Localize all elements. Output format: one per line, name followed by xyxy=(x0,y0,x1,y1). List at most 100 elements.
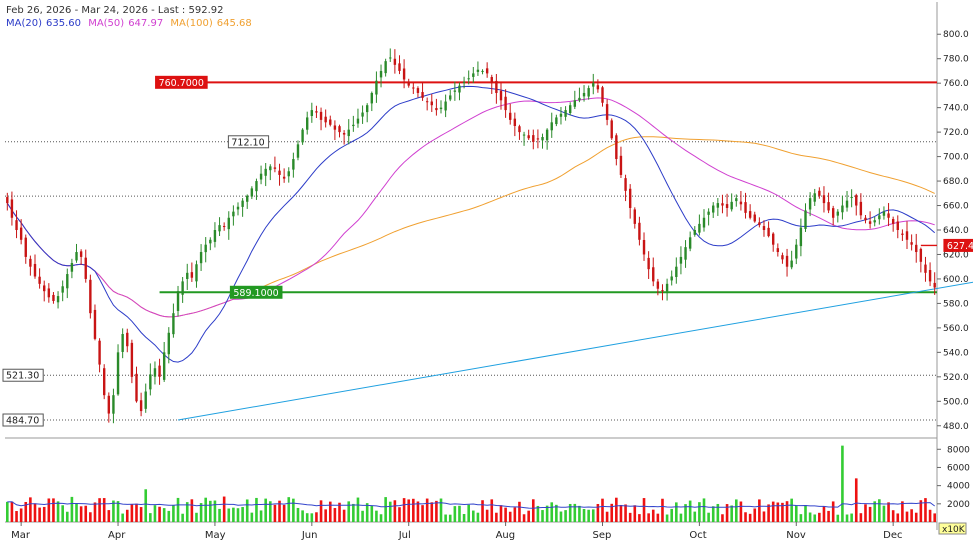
volume-bar xyxy=(624,504,627,522)
candle-body xyxy=(785,255,789,267)
candle-body xyxy=(850,196,853,198)
volume-bar xyxy=(670,508,674,522)
candle-body xyxy=(425,101,429,103)
candle-body xyxy=(864,217,867,221)
ma20-value: 635.60 xyxy=(46,18,81,29)
candle-body xyxy=(398,63,401,71)
candle-body xyxy=(167,332,170,355)
candle-body xyxy=(89,279,92,314)
candle-body xyxy=(416,88,420,93)
candle-body xyxy=(453,90,457,92)
volume-bar xyxy=(195,512,198,522)
volume-bar xyxy=(10,501,14,522)
x-tick-label: May xyxy=(205,530,226,541)
resistance-label-text: 760.7000 xyxy=(159,78,204,89)
candle-body xyxy=(329,119,332,125)
candle-body xyxy=(29,258,32,267)
volume-bar xyxy=(38,507,41,522)
candle-body xyxy=(370,92,374,104)
volume-bar xyxy=(370,505,374,522)
candle-body xyxy=(933,282,936,288)
volume-bar xyxy=(292,498,295,522)
candle-body xyxy=(504,96,507,111)
candle-body xyxy=(735,198,738,202)
candle-body xyxy=(831,208,835,218)
volume-bar xyxy=(112,500,115,522)
volume-bar xyxy=(107,510,111,522)
volume-bar xyxy=(744,512,747,522)
volume-bar xyxy=(619,504,623,522)
volume-bar xyxy=(139,507,143,522)
candle-body xyxy=(306,117,309,130)
volume-bar xyxy=(24,501,28,522)
volume-bar xyxy=(98,498,101,522)
candle-body xyxy=(928,270,932,282)
candle-body xyxy=(901,233,904,235)
candle-body xyxy=(75,252,78,261)
volume-bar xyxy=(642,498,646,522)
volume-bar xyxy=(578,505,581,522)
candle-body xyxy=(186,272,189,279)
ma50-label: MA(50) xyxy=(88,18,125,29)
volume-bar xyxy=(259,510,263,522)
candle-body xyxy=(868,221,872,224)
candle-body xyxy=(112,395,115,414)
volume-bar xyxy=(430,502,434,522)
volume-bar xyxy=(153,505,157,522)
volume-bar xyxy=(365,503,369,522)
volume-bar xyxy=(508,511,512,522)
y-tick-label: 780.0 xyxy=(943,55,969,65)
volume-bar xyxy=(628,512,632,522)
candle-body xyxy=(896,221,899,230)
volume-bar xyxy=(753,508,757,522)
candle-body xyxy=(541,137,544,141)
volume-bar xyxy=(767,504,770,522)
volume-bar xyxy=(144,489,148,522)
candle-body xyxy=(725,204,729,208)
volume-bar xyxy=(527,510,530,522)
volume-bar xyxy=(633,505,637,522)
candle-body xyxy=(859,201,863,216)
candle-body xyxy=(910,242,913,245)
volume-bar xyxy=(199,503,203,522)
volume-bar xyxy=(711,506,715,522)
volume-bar xyxy=(439,498,443,522)
candle-body xyxy=(121,334,124,352)
volume-bar xyxy=(675,502,678,522)
candle-body xyxy=(333,125,337,130)
candle-body xyxy=(241,200,244,207)
candle-body xyxy=(15,220,18,230)
candle-body xyxy=(389,57,392,59)
x-tick-label: Dec xyxy=(883,530,902,541)
volume-bar xyxy=(278,500,281,522)
x-tick-label: Mar xyxy=(11,530,31,541)
candle-body xyxy=(873,220,876,223)
ma-legend: MA(20) 635.60 MA(50) 647.97 MA(100) 645.68 xyxy=(6,18,256,30)
candle-body xyxy=(98,340,101,365)
candle-body xyxy=(555,117,558,125)
volume-bar xyxy=(89,512,92,522)
level-627-label-box xyxy=(943,238,973,252)
volume-bar xyxy=(661,498,664,522)
volume-bar xyxy=(352,503,355,522)
volume-bar xyxy=(125,509,129,522)
volume-bar xyxy=(435,500,438,522)
volume-bar xyxy=(52,498,55,522)
volume-bar xyxy=(868,506,872,522)
volume-bar xyxy=(596,503,600,522)
volume-bar xyxy=(375,510,378,522)
x-tick-label: Jun xyxy=(301,530,318,541)
candle-body xyxy=(181,281,184,295)
volume-bar xyxy=(748,513,752,522)
volume-bar xyxy=(545,505,549,522)
volume-bar xyxy=(462,514,466,522)
volume-bar xyxy=(896,513,900,522)
candle-body xyxy=(647,257,650,270)
volume-bar xyxy=(679,513,683,522)
volume-bar xyxy=(232,507,235,522)
volume-bar xyxy=(481,500,484,522)
candle-body xyxy=(347,129,350,137)
volume-bar xyxy=(93,502,97,522)
volume-bar xyxy=(75,503,78,522)
